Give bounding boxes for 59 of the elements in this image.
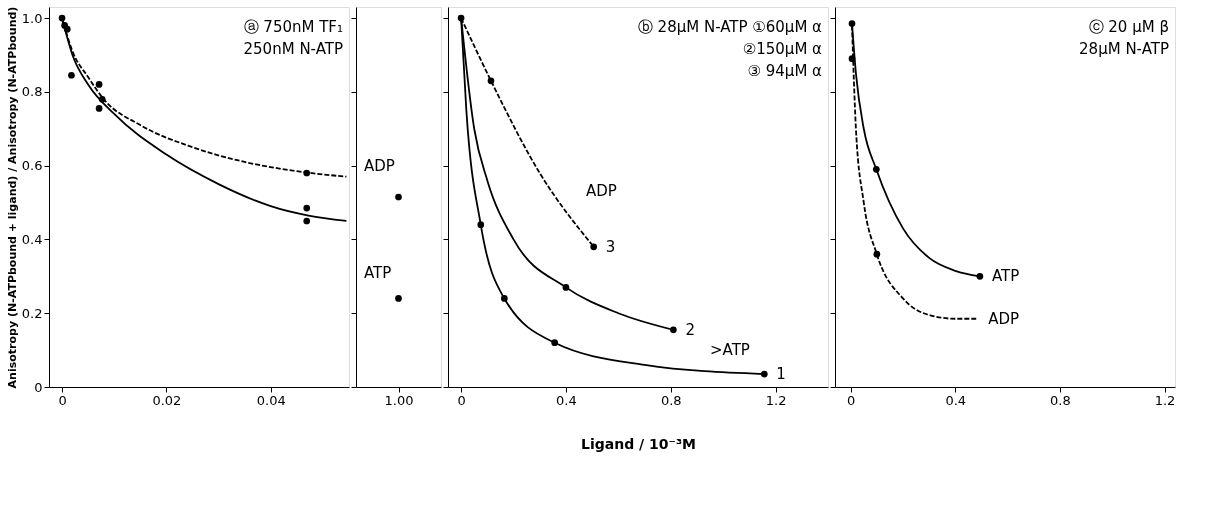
annotation: ATP [364,264,392,282]
annotation: 250nM N-ATP [243,40,343,58]
y-tick-label: 1.0 [21,10,43,26]
y-axis-title: Anisotropy (N-ATPbound + ligand) / Anisotropy (N-ATPbound) [5,6,19,389]
point [670,326,677,334]
point [500,295,508,302]
x-tick-label: 0.4 [556,392,577,408]
point [95,105,103,112]
point [976,272,984,280]
annotation: ADP [364,157,395,175]
point [487,77,495,85]
annotation: ADP [988,309,1020,328]
x-tick-label: 1.2 [765,392,787,408]
point [873,250,881,258]
annotation: >ATP [710,341,750,359]
point [590,243,598,251]
point [848,20,856,27]
point [848,55,856,62]
annotation: 2 [685,320,695,339]
annotation: ③ 94μM α [747,62,823,80]
y-tick-label: 0.4 [21,231,43,247]
annotation: ATP [991,267,1020,286]
x-tick-label: 0 [847,392,856,408]
x-tick-label: 0.4 [945,392,967,408]
point [760,370,768,378]
y-tick-label: 0.8 [21,84,43,100]
x-tick-label: 0.8 [660,392,682,408]
y-tick-label: 0.2 [21,305,43,321]
x-tick-label: 1.00 [384,392,414,408]
point [68,71,75,79]
annotation: 3 [605,237,616,256]
point [303,169,311,177]
point [63,25,71,33]
y-tick-label: 0.6 [21,158,43,174]
point [872,165,880,173]
annotation: ADP [586,182,617,200]
annotation: ⓑ 28μM N-ATP ①60μM α [637,18,823,36]
x-tick-label: 0.8 [1050,392,1071,408]
x-tick-label: 0 [58,392,67,408]
point [98,95,106,103]
point [303,217,311,225]
point [551,339,559,347]
point [562,284,570,291]
annotation: ⓒ 20 μM β [1088,18,1169,36]
point [95,81,103,88]
x-tick-label: 0 [457,392,466,408]
point [58,14,66,22]
x-axis-title: Ligand / 10⁻³M [581,435,696,452]
point [477,221,485,229]
x-tick-label: 0.04 [256,392,286,408]
annotation: ⓐ 750nM TF₁ [243,18,343,36]
annotation: 28μM N-ATP [1079,40,1169,58]
point [457,14,465,22]
annotation: ②150μM α [742,40,823,58]
annotation: 1 [776,365,786,384]
point [303,204,311,212]
y-tick-label: 0 [34,379,43,395]
x-tick-label: 0.02 [152,392,182,408]
x-tick-label: 1.2 [1154,392,1176,408]
